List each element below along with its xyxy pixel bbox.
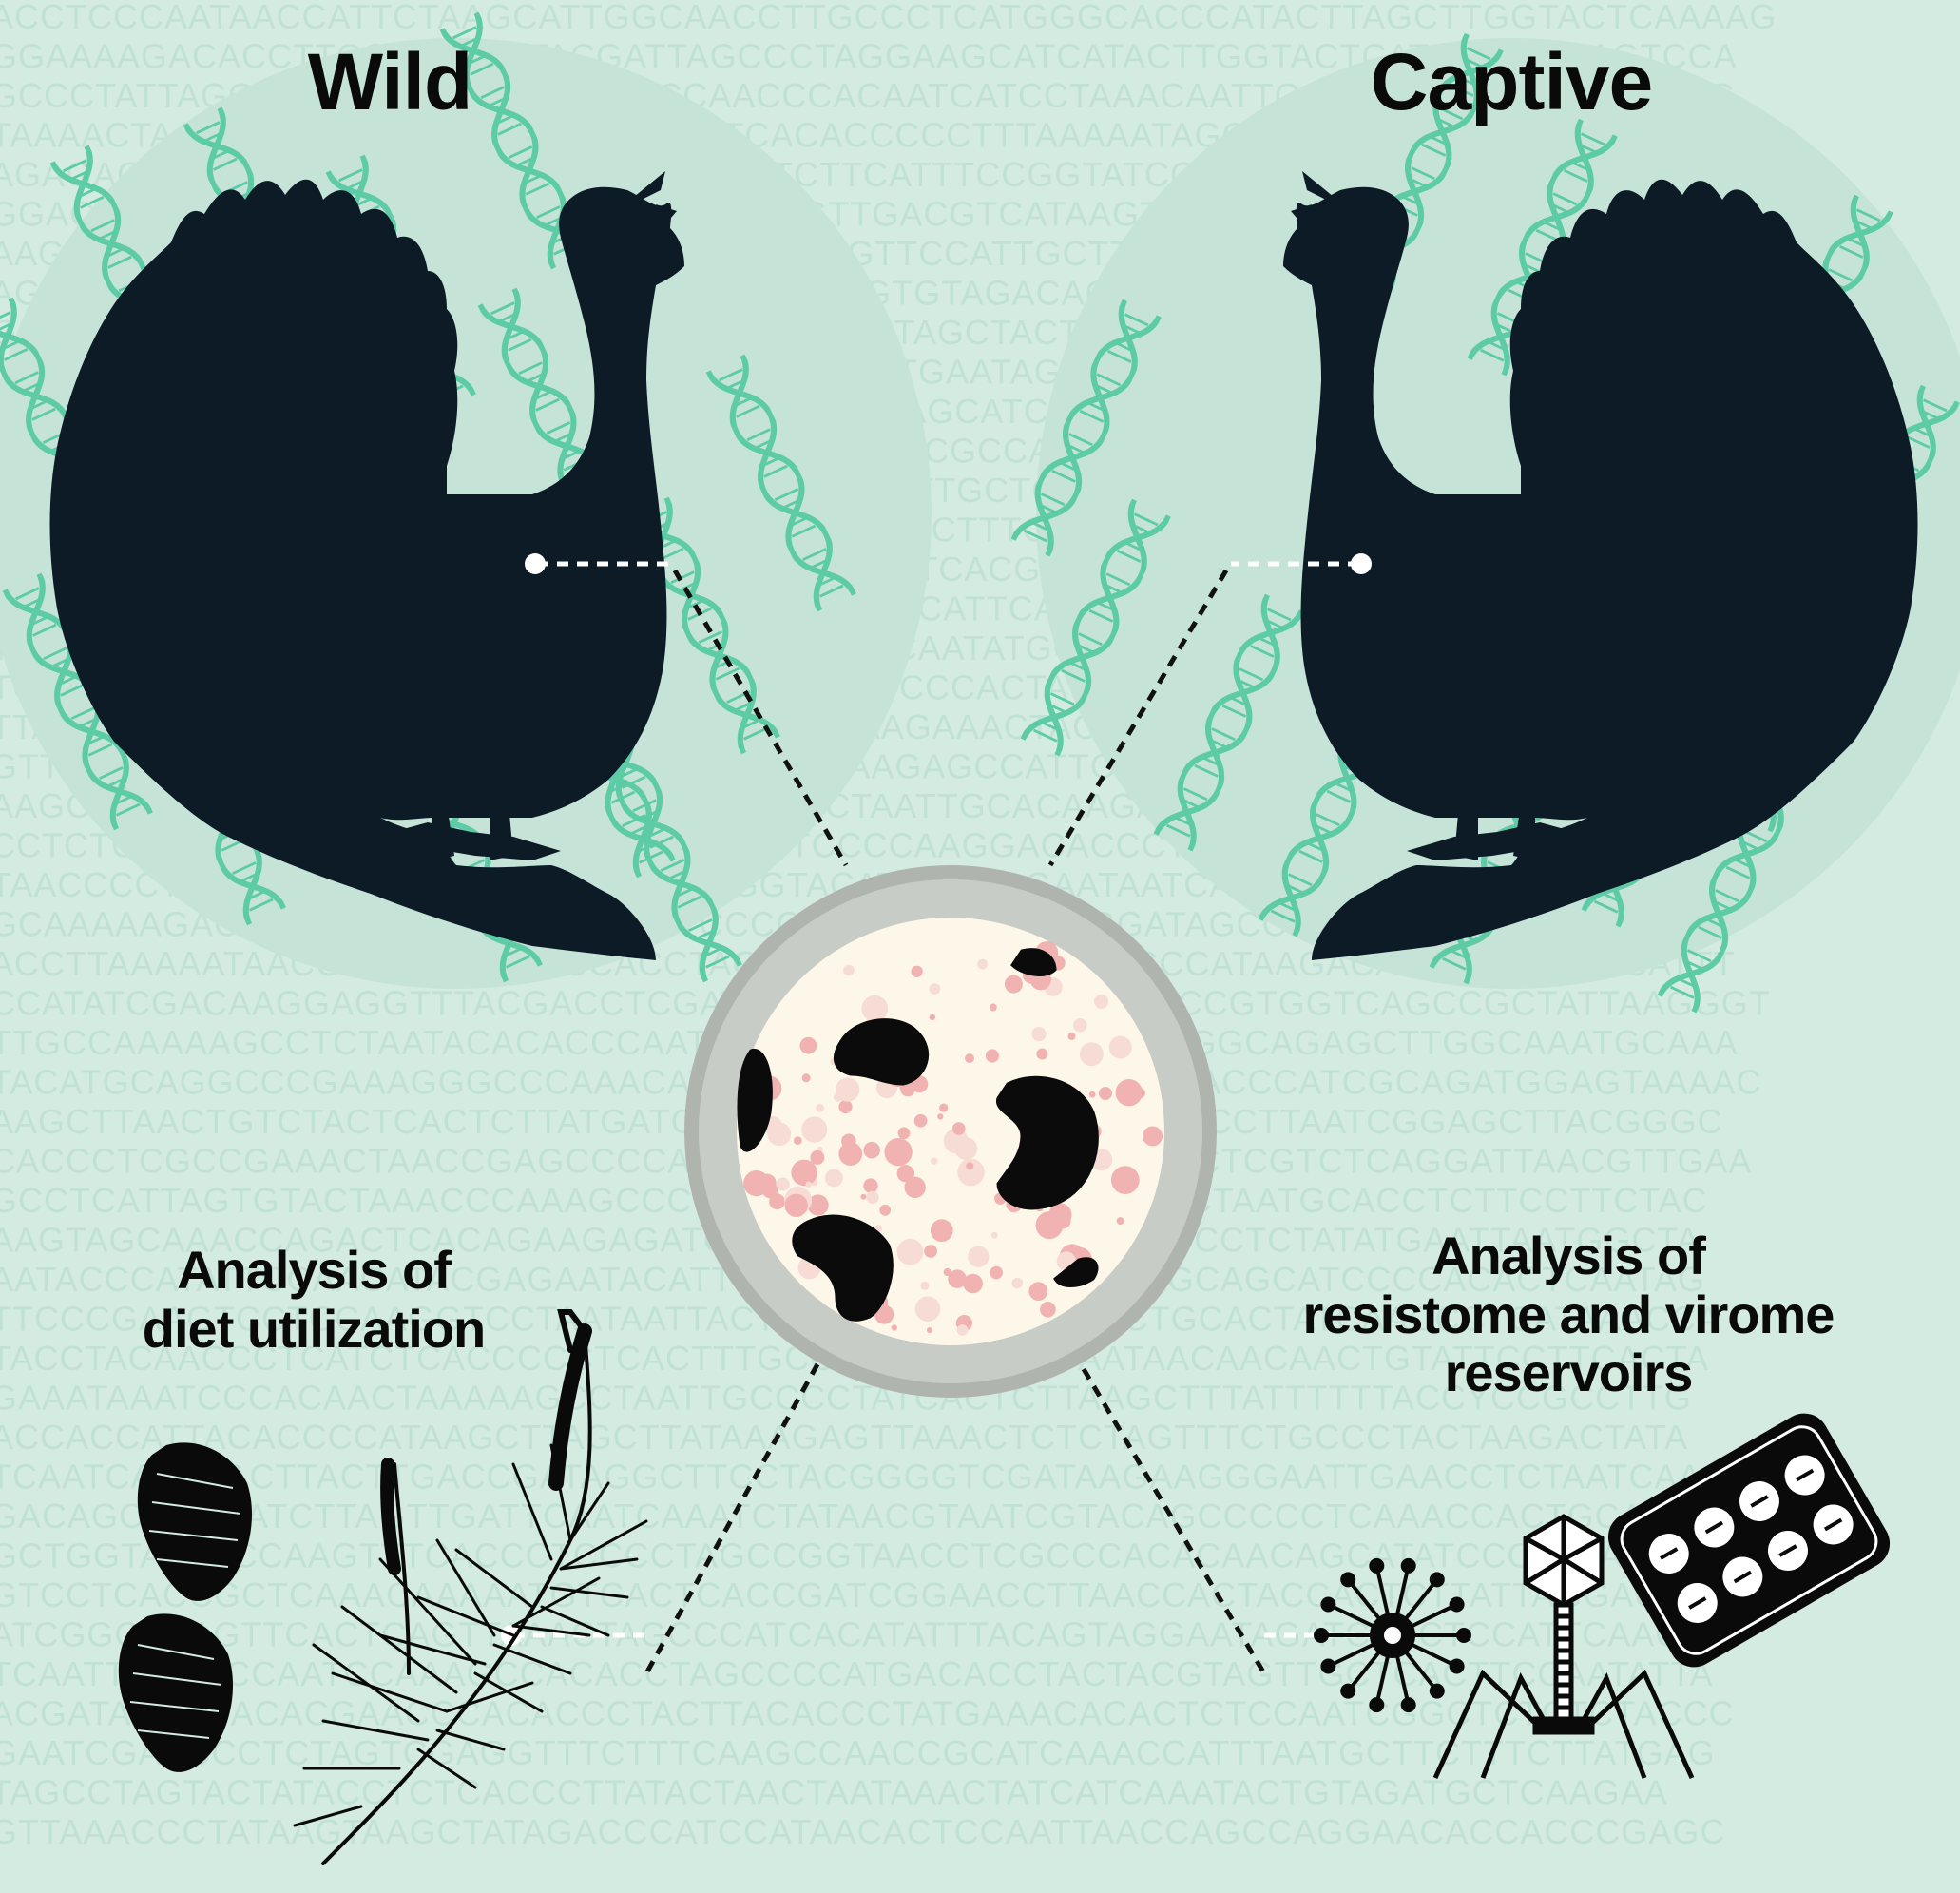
sequence-row: ACGATACCTCACACGAACCCACACCCTACTTACACCCTAT… bbox=[0, 1694, 1735, 1733]
sequence-row: GACAGCCCCAATCTTAGTTGATTCAATCAAATCTATAACG… bbox=[0, 1497, 1713, 1536]
diet-analysis-label: Analysis of diet utilization bbox=[95, 1241, 532, 1358]
resistome-analysis-label-line-3: reservoirs bbox=[1444, 1342, 1694, 1403]
sequence-row: TCAATTCCCTCCAATCCAAAGCCACACCTAGCCCCATGAC… bbox=[0, 1654, 1714, 1693]
sequence-row: TAGCCTAGTACTATACCTCTCACCCTTATACTAACTAATA… bbox=[0, 1773, 1668, 1812]
diet-analysis-label-line-2: diet utilization bbox=[142, 1298, 486, 1359]
sequence-row: ACCACCATTACACCCCATAAGCTTAGCTTATAAAGAGTTA… bbox=[0, 1418, 1688, 1457]
resistome-analysis-label: Analysis of resistome and virome reservo… bbox=[1264, 1227, 1873, 1402]
diet-analysis-label-line-1: Analysis of bbox=[177, 1240, 452, 1300]
resistome-analysis-label-line-2: resistome and virome bbox=[1302, 1284, 1835, 1344]
virus-particle-icon bbox=[1314, 1557, 1471, 1713]
wild-panel-title-text: Wild bbox=[307, 37, 473, 126]
sequence-row: GAAATAAATCCCACAACTAAAAAGCCTAATTGCCCCTATC… bbox=[0, 1379, 1692, 1418]
sequence-row: GCTGGTAATCCCAAGTTTCACCCTCCCCTAGCCGGTAACC… bbox=[0, 1536, 1733, 1575]
sequence-row: GAATCGAACCCTCTAGTCGAGGTTTCTTTCAAGCCAACCG… bbox=[0, 1733, 1716, 1772]
diet-plants-illustration bbox=[117, 1309, 648, 1865]
sequence-row: GTCCTCACCGCTCAAACAAAAATGTCACTCACCGATCGGA… bbox=[0, 1575, 1739, 1614]
sequence-row: GTTAAACCCTATAAGTAAGCTATAGACCCATCCATAACAC… bbox=[0, 1812, 1725, 1851]
resistome-analysis-label-line-1: Analysis of bbox=[1432, 1226, 1706, 1285]
sequence-row: TCAATCAAAAACTTACTTGACCGATAGGCTTCCTACGGGG… bbox=[0, 1458, 1725, 1497]
bacteriophage-icon bbox=[1432, 1514, 1695, 1780]
sequence-row: ACCTCCCAATAACCATTCTAAGCATTGGCAACCTTGCCCT… bbox=[0, 0, 1777, 36]
captive-panel-title-text: Captive bbox=[1370, 37, 1653, 126]
captive-panel-title: Captive bbox=[1312, 38, 1711, 126]
wild-panel-title: Wild bbox=[238, 38, 542, 126]
gut-microbiome-circle bbox=[684, 865, 1217, 1398]
antibiotic-pill-pack-icon bbox=[1607, 1413, 1891, 1668]
